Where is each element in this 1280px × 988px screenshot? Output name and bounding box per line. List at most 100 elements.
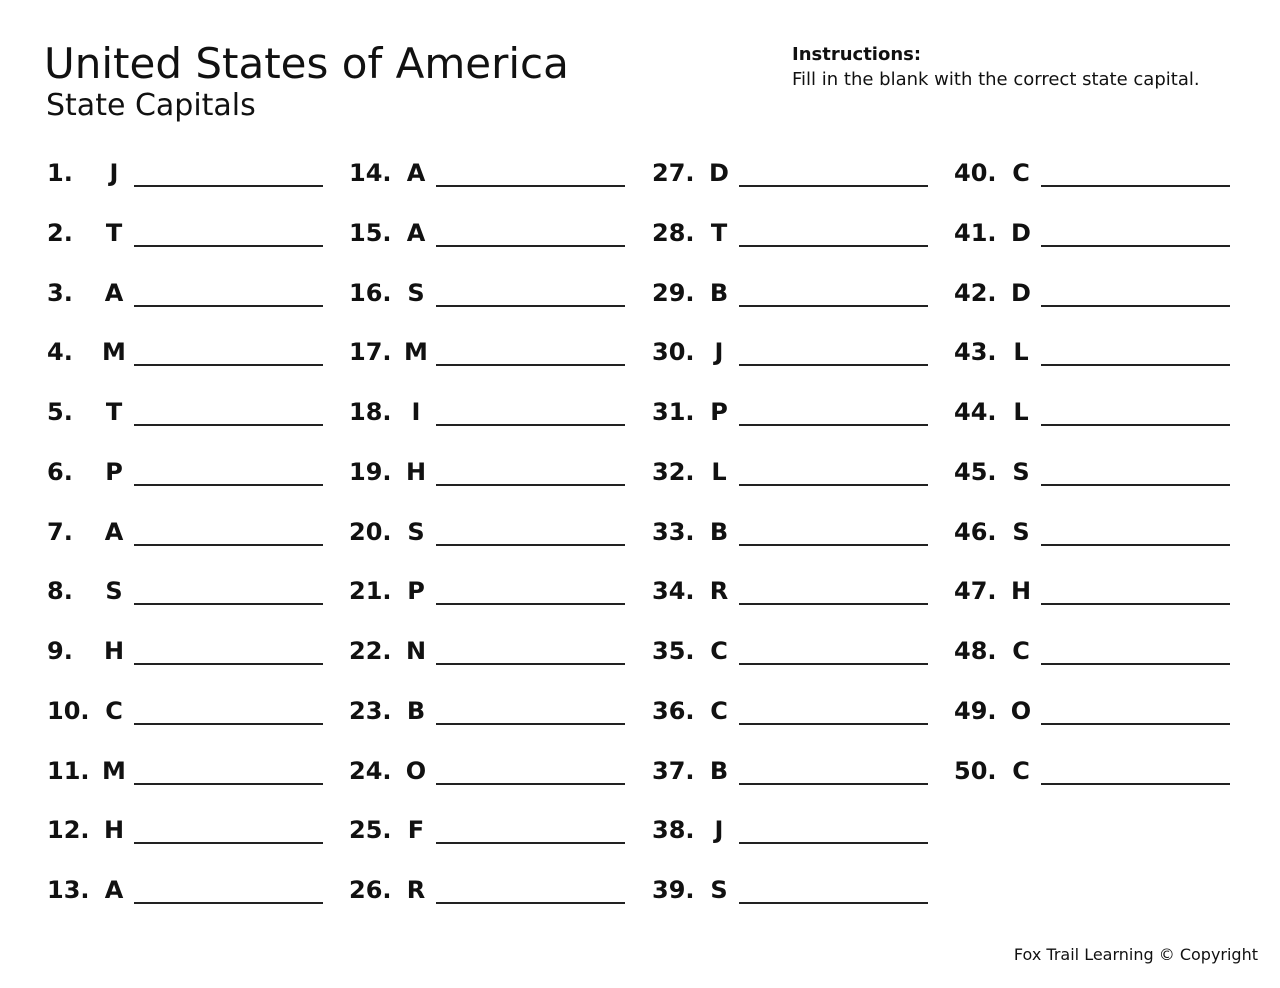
- first-letter-hint: H: [405, 457, 427, 486]
- question-row: 1. J: [47, 145, 337, 205]
- first-letter-hint: T: [105, 218, 123, 247]
- answer-blank[interactable]: [436, 304, 625, 307]
- answer-blank[interactable]: [436, 603, 625, 606]
- answer-blank[interactable]: [436, 364, 625, 367]
- answer-blank[interactable]: [436, 185, 625, 187]
- question-number: 10.: [47, 696, 90, 725]
- answer-blank[interactable]: [134, 722, 323, 725]
- answer-blank[interactable]: [1041, 603, 1230, 606]
- answer-blank[interactable]: [436, 722, 625, 725]
- answer-blank[interactable]: [739, 842, 928, 845]
- question-row: 24. O: [349, 743, 639, 803]
- first-letter-hint: M: [102, 338, 126, 367]
- answer-blank[interactable]: [1041, 483, 1230, 486]
- question-number: 29.: [652, 278, 695, 307]
- question-row: 37. B: [652, 743, 942, 803]
- question-row: 10. C: [47, 683, 337, 743]
- first-letter-hint: R: [406, 876, 426, 904]
- question-row: 45. S: [954, 444, 1244, 504]
- answer-blank[interactable]: [436, 663, 625, 665]
- answer-blank[interactable]: [739, 782, 928, 785]
- answer-blank[interactable]: [134, 185, 323, 187]
- first-letter-hint: A: [104, 876, 124, 904]
- question-row: 19. H: [349, 444, 639, 504]
- question-row: 34. R: [652, 563, 942, 623]
- first-letter-hint: A: [406, 159, 426, 187]
- question-number: 44.: [954, 398, 997, 426]
- answer-blank[interactable]: [436, 782, 625, 785]
- question-row: 38. J: [652, 802, 942, 862]
- answer-blank[interactable]: [739, 663, 928, 665]
- answer-blank[interactable]: [739, 185, 928, 187]
- question-row: 26. R: [349, 862, 639, 922]
- question-row: 16. S: [349, 265, 639, 325]
- answer-blank[interactable]: [134, 483, 323, 486]
- answer-blank[interactable]: [134, 663, 323, 665]
- copyright-footer: Fox Trail Learning © Copyright: [1013, 945, 1258, 964]
- first-letter-hint: S: [407, 278, 425, 307]
- answer-blank[interactable]: [1041, 663, 1230, 665]
- question-number: 35.: [652, 637, 695, 665]
- question-column-4: 40. C 41. D 42. D 43. L 44. L 45. S 46. S 47. H 48. C 49. O…: [954, 145, 1244, 802]
- answer-blank[interactable]: [436, 902, 625, 904]
- first-letter-hint: F: [407, 816, 425, 845]
- answer-blank[interactable]: [134, 603, 323, 606]
- answer-blank[interactable]: [1041, 244, 1230, 247]
- first-letter-hint: R: [709, 577, 729, 606]
- answer-blank[interactable]: [1041, 304, 1230, 307]
- first-letter-hint: J: [109, 159, 119, 187]
- question-number: 7.: [47, 517, 73, 546]
- question-row: 2. T: [47, 205, 337, 265]
- answer-blank[interactable]: [1041, 185, 1230, 187]
- question-number: 2.: [47, 218, 73, 247]
- answer-blank[interactable]: [739, 483, 928, 486]
- answer-blank[interactable]: [739, 424, 928, 426]
- answer-blank[interactable]: [1041, 424, 1230, 426]
- question-row: 48. C: [954, 623, 1244, 683]
- answer-blank[interactable]: [134, 842, 323, 845]
- question-number: 38.: [652, 816, 695, 845]
- answer-blank[interactable]: [739, 722, 928, 725]
- question-number: 43.: [954, 338, 997, 367]
- answer-blank[interactable]: [739, 364, 928, 367]
- answer-blank[interactable]: [739, 244, 928, 247]
- question-row: 40. C: [954, 145, 1244, 205]
- question-number: 32.: [652, 457, 695, 486]
- answer-blank[interactable]: [739, 603, 928, 606]
- answer-blank[interactable]: [134, 902, 323, 904]
- answer-blank[interactable]: [436, 244, 625, 247]
- answer-blank[interactable]: [134, 782, 323, 785]
- answer-blank[interactable]: [1041, 364, 1230, 367]
- question-number: 15.: [349, 218, 392, 247]
- answer-blank[interactable]: [134, 424, 323, 426]
- question-row: 5. T: [47, 384, 337, 444]
- question-number: 1.: [47, 159, 73, 187]
- answer-blank[interactable]: [1041, 722, 1230, 725]
- question-number: 9.: [47, 637, 73, 665]
- answer-blank[interactable]: [436, 842, 625, 845]
- question-number: 23.: [349, 696, 392, 725]
- answer-blank[interactable]: [739, 543, 928, 546]
- answer-blank[interactable]: [134, 364, 323, 367]
- answer-blank[interactable]: [436, 424, 625, 426]
- answer-blank[interactable]: [739, 304, 928, 307]
- answer-blank[interactable]: [134, 304, 323, 307]
- question-number: 33.: [652, 517, 695, 546]
- answer-blank[interactable]: [436, 543, 625, 546]
- answer-blank[interactable]: [1041, 782, 1230, 785]
- question-number: 25.: [349, 816, 392, 845]
- question-number: 26.: [349, 876, 392, 904]
- question-number: 6.: [47, 457, 73, 486]
- answer-blank[interactable]: [739, 902, 928, 904]
- answer-blank[interactable]: [436, 483, 625, 486]
- question-number: 47.: [954, 577, 997, 606]
- answer-blank[interactable]: [134, 244, 323, 247]
- question-number: 13.: [47, 876, 90, 904]
- answer-blank[interactable]: [134, 543, 323, 546]
- first-letter-hint: M: [404, 338, 428, 367]
- question-number: 18.: [349, 398, 392, 426]
- question-row: 31. P: [652, 384, 942, 444]
- answer-blank[interactable]: [1041, 543, 1230, 546]
- question-row: 18. I: [349, 384, 639, 444]
- page-title: United States of America: [44, 39, 569, 88]
